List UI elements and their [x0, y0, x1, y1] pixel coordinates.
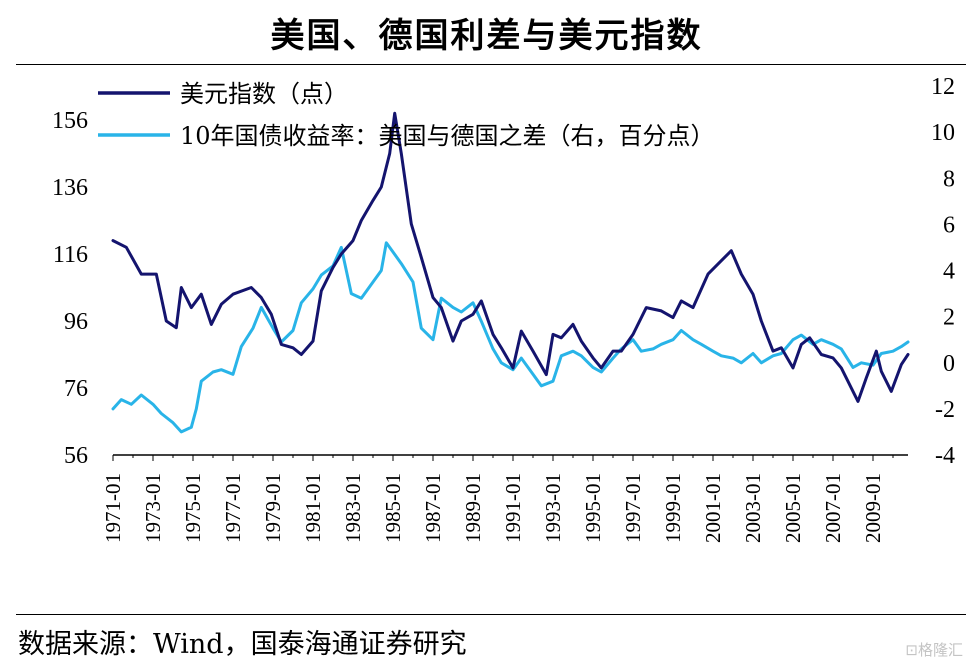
legend-label: 美元指数（点） — [180, 80, 348, 108]
x-tick-label: 2003-01 — [741, 473, 765, 543]
y-left-tick-label: 156 — [52, 108, 88, 134]
x-tick-label: 1983-01 — [341, 473, 365, 543]
legend-label: 10年国债收益率：美国与德国之差（右，百分点） — [180, 122, 715, 150]
y-right-tick-label: -4 — [935, 443, 955, 469]
top-rule — [16, 64, 966, 65]
x-tick-label: 1979-01 — [261, 473, 285, 543]
y-right-tick-label: 6 — [943, 212, 955, 238]
x-tick-label: 1991-01 — [501, 473, 525, 543]
y-left-tick-label: 116 — [53, 242, 88, 268]
x-tick-label: 1977-01 — [221, 473, 245, 543]
x-tick-label: 1999-01 — [661, 473, 685, 543]
chart-canvas: 56 76 96 116 136 156 -4 -2 0 2 4 6 8 10 12 1971-01 1973-… — [52, 74, 955, 543]
y-left-tick-label: 76 — [64, 376, 88, 402]
source-note: 数据来源：Wind，国泰海通证券研究 — [18, 629, 467, 660]
y-right-tick-label: 0 — [943, 351, 955, 377]
x-tick-label: 1973-01 — [141, 473, 165, 543]
x-tick-label: 1981-01 — [301, 473, 325, 543]
y-left-tick-label: 56 — [64, 443, 88, 469]
series-line-dollar-index — [111, 111, 910, 403]
x-tick-label: 1995-01 — [581, 473, 605, 543]
x-tick-label: 1987-01 — [421, 473, 445, 543]
x-tick-label: 2001-01 — [701, 473, 725, 543]
x-tick-label: 1975-01 — [181, 473, 205, 543]
y-right-tick-label: 12 — [931, 74, 955, 100]
legend: 美元指数（点） 10年国债收益率：美国与德国之差（右，百分点） — [98, 80, 715, 150]
y-right-tick-label: 4 — [943, 259, 955, 285]
x-tick-label: 2005-01 — [781, 473, 805, 543]
y-right-tick-label: 2 — [943, 305, 955, 331]
y-left-tick-label: 136 — [52, 175, 88, 201]
y-right-tick-label: 8 — [943, 166, 955, 192]
x-tick-label: 1989-01 — [461, 473, 485, 543]
x-tick-label: 1985-01 — [381, 473, 405, 543]
chart-title: 美国、德国利差与美元指数 — [270, 16, 703, 56]
y-left-tick-label: 96 — [64, 309, 88, 335]
x-tick-label: 1971-01 — [101, 473, 125, 543]
series-layer — [111, 111, 910, 434]
x-tick-label: 2009-01 — [861, 473, 885, 543]
bottom-rule — [16, 614, 966, 615]
y-right-tick-label: 10 — [931, 120, 955, 146]
x-tick-label: 1997-01 — [621, 473, 645, 543]
series-line-yield-spread — [111, 241, 910, 434]
x-tick-label: 2007-01 — [821, 473, 845, 543]
x-tick-label: 1993-01 — [541, 473, 565, 543]
watermark: ⊡格隆汇 — [905, 641, 963, 659]
chart-axes: 56 76 96 116 136 156 -4 -2 0 2 4 6 8 10 12 1971-01 1973-… — [52, 74, 955, 543]
y-right-tick-label: -2 — [935, 397, 955, 423]
